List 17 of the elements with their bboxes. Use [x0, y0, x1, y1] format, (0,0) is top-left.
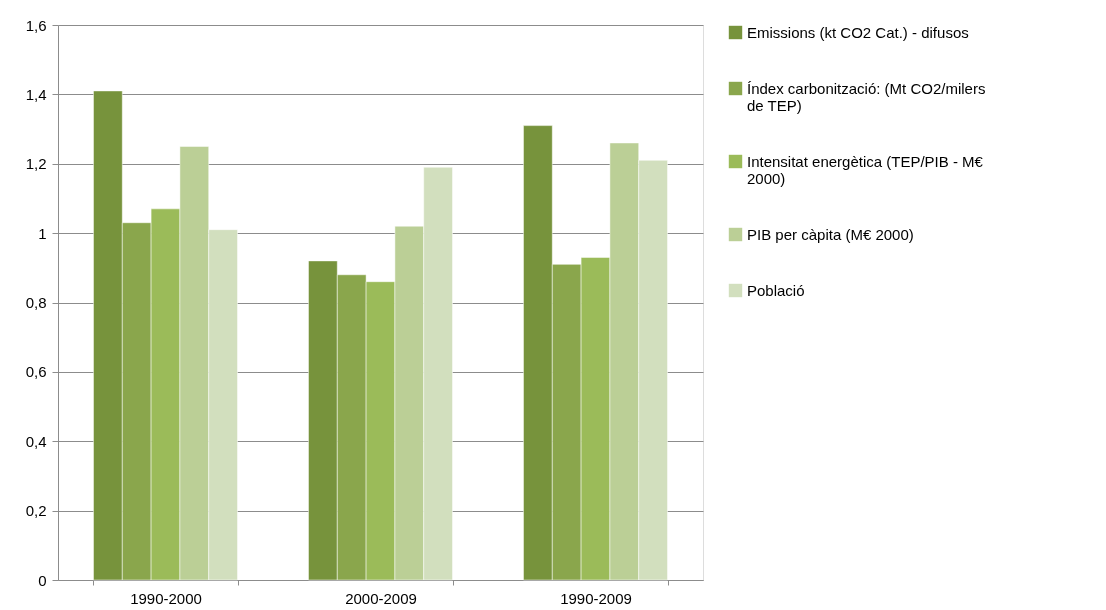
y-tick-label: 0,6	[25, 363, 47, 381]
x-tick-label: 2000-2009	[345, 589, 417, 607]
y-tick-label: 0	[38, 571, 47, 589]
legend-label: Població	[747, 281, 805, 299]
x-tick-label: 1990-2009	[560, 589, 632, 607]
y-tick-label: 1	[38, 224, 47, 242]
legend-label: PIB per càpita (M€ 2000)	[747, 225, 914, 243]
y-tick-label: 0,8	[25, 294, 47, 311]
legend-label: Índex carbonització: (Mt CO2/milers de TEP)	[747, 79, 986, 114]
y-tick-label: 0,2	[25, 502, 47, 520]
x-tick-label: 1990-2000	[130, 589, 202, 607]
legend-label: Emissions (kt CO2 Cat.) - difusos	[747, 23, 969, 41]
y-tick-label: 0,4	[25, 432, 47, 450]
y-tick-label: 1,6	[25, 16, 47, 34]
legend-label: Intensitat energètica (TEP/PIB - M€ 2000)	[747, 152, 984, 187]
y-tick-label: 1,2	[25, 155, 47, 173]
y-tick-label: 1,4	[25, 85, 47, 103]
